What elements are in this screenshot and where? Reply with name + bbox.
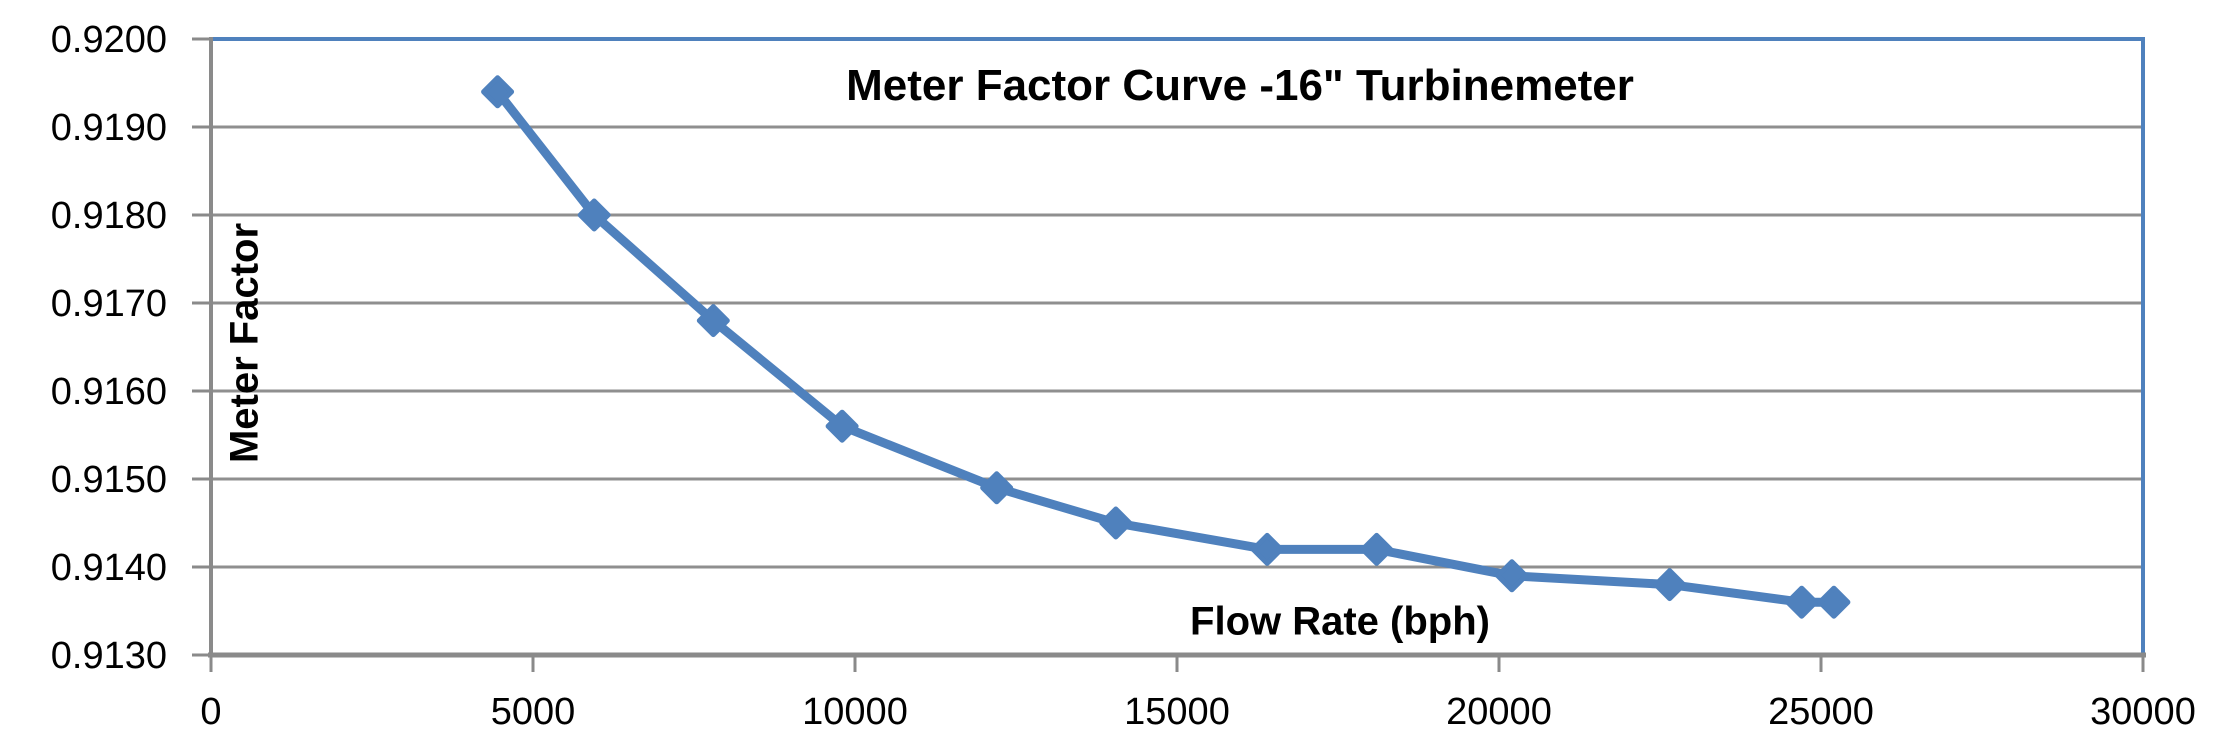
- x-tick-label: 20000: [1446, 691, 1552, 733]
- data-point-marker: [1250, 532, 1284, 566]
- y-axis-title: Meter Factor: [222, 222, 267, 464]
- x-tick-label: 5000: [491, 691, 576, 733]
- data-point-marker: [825, 409, 859, 443]
- data-point-marker: [481, 75, 515, 109]
- data-point-marker: [1817, 585, 1851, 619]
- x-tick-label: 0: [200, 691, 221, 733]
- y-tick-label: 0.9130: [51, 635, 167, 677]
- y-tick-label: 0.9140: [51, 547, 167, 589]
- y-tick-label: 0.9190: [51, 107, 167, 149]
- data-point-marker: [1495, 559, 1529, 593]
- y-tick-label: 0.9150: [51, 459, 167, 501]
- x-tick-label: 25000: [1768, 691, 1874, 733]
- data-point-marker: [980, 471, 1014, 505]
- data-point-marker: [696, 304, 730, 338]
- data-point-marker: [577, 198, 611, 232]
- x-axis-title: Flow Rate (bph): [1190, 599, 1490, 644]
- y-tick-label: 0.9180: [51, 195, 167, 237]
- y-tick-label: 0.9200: [51, 19, 167, 61]
- data-series-line: [493, 87, 1839, 607]
- x-tick-label: 10000: [802, 691, 908, 733]
- data-point-marker: [1099, 506, 1133, 540]
- chart-title: Meter Factor Curve -16" Turbinemeter: [846, 61, 1634, 110]
- x-tick-label: 30000: [2090, 691, 2196, 733]
- y-tick-label: 0.9160: [51, 371, 167, 413]
- x-tick-label: 15000: [1124, 691, 1230, 733]
- y-tick-label: 0.9170: [51, 283, 167, 325]
- data-point-marker: [1653, 568, 1687, 602]
- data-point-marker: [1785, 585, 1819, 619]
- data-point-marker: [1360, 532, 1394, 566]
